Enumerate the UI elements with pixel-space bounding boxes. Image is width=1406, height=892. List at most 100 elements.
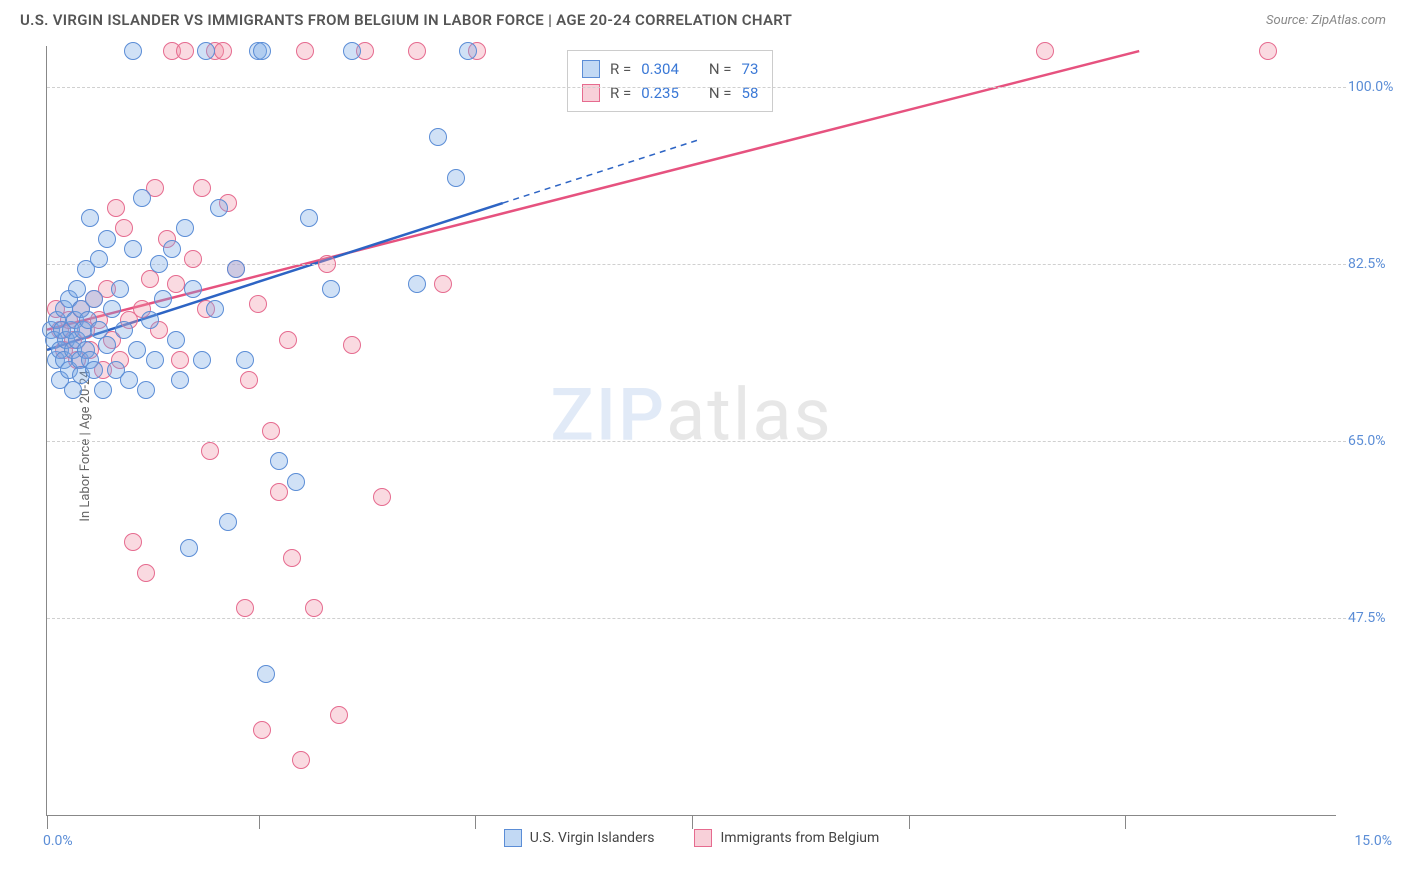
scatter-point-blue <box>176 219 194 237</box>
scatter-point-blue <box>115 321 133 339</box>
scatter-point-pink <box>240 371 258 389</box>
watermark: ZIPatlas <box>550 373 832 458</box>
scatter-point-blue <box>322 280 340 298</box>
scatter-point-blue <box>150 255 168 273</box>
scatter-point-blue <box>171 371 189 389</box>
r-value-blue: 0.304 <box>641 57 679 81</box>
scatter-point-blue <box>210 199 228 217</box>
scatter-point-blue <box>236 351 254 369</box>
scatter-point-blue <box>111 280 129 298</box>
scatter-point-pink <box>124 533 142 551</box>
scatter-point-blue <box>219 513 237 531</box>
scatter-point-pink <box>305 599 323 617</box>
scatter-point-pink <box>253 721 271 739</box>
chart-header: U.S. VIRGIN ISLANDER VS IMMIGRANTS FROM … <box>0 0 1406 40</box>
scatter-point-pink <box>171 351 189 369</box>
scatter-point-blue <box>90 250 108 268</box>
scatter-point-blue <box>287 473 305 491</box>
scatter-point-pink <box>279 331 297 349</box>
scatter-point-pink <box>343 336 361 354</box>
y-tick-label: 100.0% <box>1348 79 1406 95</box>
scatter-point-blue <box>167 331 185 349</box>
scatter-point-blue <box>270 452 288 470</box>
y-tick-label: 47.5% <box>1348 610 1406 626</box>
scatter-point-blue <box>154 290 172 308</box>
chart-title: U.S. VIRGIN ISLANDER VS IMMIGRANTS FROM … <box>20 11 792 29</box>
scatter-point-blue <box>85 361 103 379</box>
x-tick <box>475 815 476 829</box>
scatter-point-blue <box>137 381 155 399</box>
scatter-point-pink <box>214 42 232 60</box>
scatter-point-blue <box>68 280 86 298</box>
scatter-point-pink <box>270 483 288 501</box>
scatter-point-pink <box>373 488 391 506</box>
scatter-point-blue <box>94 381 112 399</box>
scatter-point-blue <box>408 275 426 293</box>
scatter-point-pink <box>283 549 301 567</box>
r-label: R = <box>610 57 631 81</box>
watermark-left: ZIP <box>550 373 666 458</box>
scatter-point-blue <box>141 311 159 329</box>
stat-row-pink: R = 0.235 N = 58 <box>582 81 758 105</box>
scatter-point-pink <box>167 275 185 293</box>
n-label: N = <box>709 81 732 105</box>
x-tick <box>692 815 693 829</box>
scatter-point-pink <box>193 179 211 197</box>
chart-plot-area: ZIPatlas R = 0.304 N = 73 R = 0.235 N = … <box>46 46 1336 816</box>
x-tick <box>259 815 260 829</box>
y-tick-label: 65.0% <box>1348 433 1406 449</box>
regression-line-blue-dash <box>503 139 701 203</box>
n-value-pink: 58 <box>742 81 759 105</box>
gridline <box>47 618 1346 619</box>
scatter-point-blue <box>227 260 245 278</box>
x-tick <box>1125 815 1126 829</box>
scatter-point-blue <box>253 42 271 60</box>
x-tick <box>47 815 48 829</box>
stat-row-blue: R = 0.304 N = 73 <box>582 57 758 81</box>
scatter-point-blue <box>124 42 142 60</box>
regression-lines <box>47 46 1336 815</box>
correlation-stats-box: R = 0.304 N = 73 R = 0.235 N = 58 <box>567 50 773 112</box>
scatter-point-blue <box>206 300 224 318</box>
watermark-right: atlas <box>666 373 833 458</box>
scatter-point-pink <box>292 751 310 769</box>
scatter-point-blue <box>343 42 361 60</box>
r-label: R = <box>610 81 631 105</box>
scatter-point-pink <box>330 706 348 724</box>
scatter-point-pink <box>137 564 155 582</box>
scatter-point-blue <box>146 351 164 369</box>
legend-item-blue: U.S. Virgin Islanders <box>504 829 655 847</box>
scatter-point-blue <box>180 539 198 557</box>
scatter-point-pink <box>176 42 194 60</box>
gridline <box>47 87 1346 88</box>
x-tick-label-max: 15.0% <box>1354 833 1392 849</box>
scatter-point-pink <box>296 42 314 60</box>
scatter-point-pink <box>201 442 219 460</box>
n-label: N = <box>709 57 732 81</box>
x-tick-label-min: 0.0% <box>43 833 73 849</box>
scatter-point-blue <box>197 42 215 60</box>
x-tick <box>909 815 910 829</box>
scatter-point-blue <box>98 230 116 248</box>
scatter-point-blue <box>193 351 211 369</box>
legend-label-blue: U.S. Virgin Islanders <box>530 830 655 846</box>
scatter-point-blue <box>103 300 121 318</box>
r-value-pink: 0.235 <box>641 81 679 105</box>
scatter-point-pink <box>1259 42 1277 60</box>
scatter-point-blue <box>85 290 103 308</box>
scatter-point-blue <box>257 665 275 683</box>
scatter-point-pink <box>236 599 254 617</box>
chart-source: Source: ZipAtlas.com <box>1266 13 1386 28</box>
n-value-blue: 73 <box>742 57 759 81</box>
scatter-point-blue <box>447 169 465 187</box>
scatter-point-pink <box>107 199 125 217</box>
scatter-point-pink <box>262 422 280 440</box>
legend-label-pink: Immigrants from Belgium <box>720 830 879 846</box>
chart-legend: U.S. Virgin Islanders Immigrants from Be… <box>47 829 1336 847</box>
scatter-point-blue <box>459 42 477 60</box>
scatter-point-blue <box>184 280 202 298</box>
swatch-pink-icon <box>694 829 712 847</box>
scatter-point-blue <box>120 371 138 389</box>
scatter-point-pink <box>184 250 202 268</box>
scatter-point-blue <box>128 341 146 359</box>
